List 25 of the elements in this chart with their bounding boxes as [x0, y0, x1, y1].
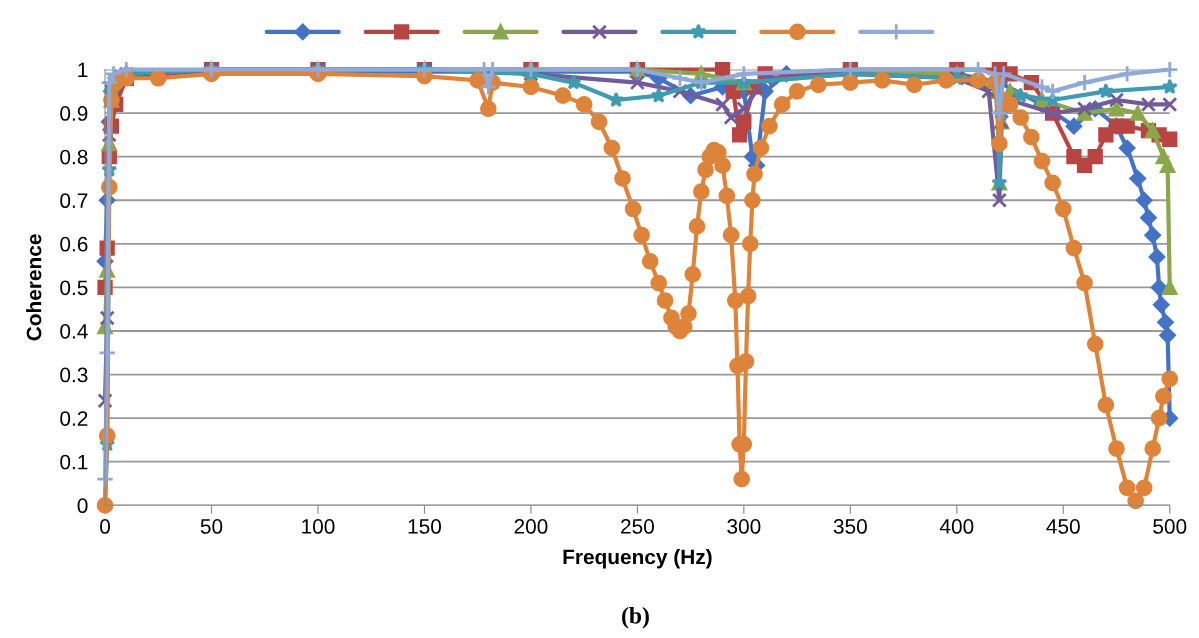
y-tick-label: 0.1	[60, 454, 88, 470]
y-tick-label: 0.6	[60, 236, 88, 252]
x-tick-label: 300	[727, 519, 761, 534]
x-tick-label: 250	[621, 519, 654, 534]
y-tick-label: 0.9	[60, 106, 88, 121]
y-tick-label: 0.3	[60, 367, 88, 383]
x-tick-label: 200	[514, 519, 548, 534]
x-tick-label: 50	[200, 519, 223, 534]
x-axis-title: Frequency (Hz)	[563, 549, 712, 569]
x-tick-label: 350	[833, 519, 867, 534]
x-tick-label: 150	[408, 519, 442, 534]
y-tick-label: 1	[78, 62, 88, 78]
y-tick-label: 0.8	[60, 149, 88, 165]
x-tick-label: 450	[1046, 519, 1080, 534]
x-tick-label: 100	[302, 519, 335, 534]
y-tick-label: 0.5	[60, 280, 88, 296]
y-tick-label: 0.2	[60, 411, 88, 426]
y-tick-label: 0.4	[60, 324, 88, 339]
y-axis-title: Coherence	[26, 234, 42, 341]
x-tick-label: 0	[100, 519, 111, 534]
y-tick-label: 0.7	[60, 193, 88, 209]
text: (b)	[622, 607, 649, 629]
x-tick-label: 400	[939, 519, 974, 534]
x-tick-label: 500	[1153, 519, 1187, 534]
y-tick-label: 0	[77, 498, 88, 514]
